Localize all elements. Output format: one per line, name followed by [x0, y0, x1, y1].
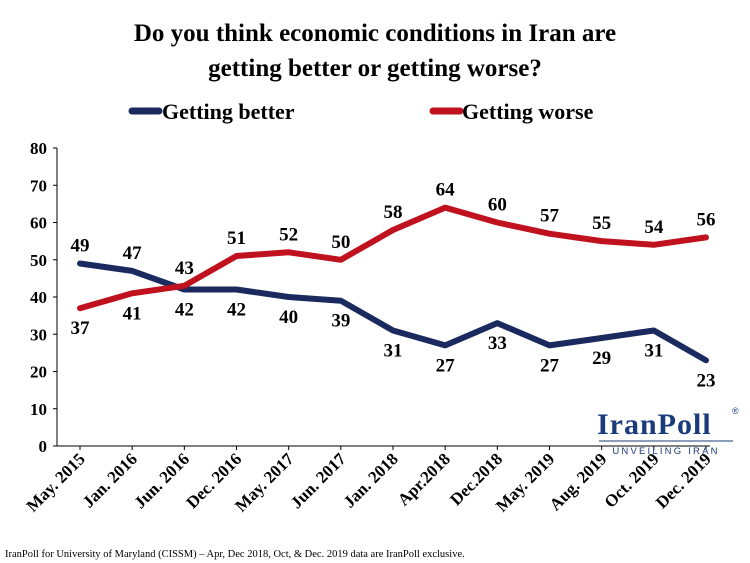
- data-label-getting-better: 33: [488, 333, 507, 354]
- legend-label-getting-better: Getting better: [162, 99, 295, 124]
- series-line-getting-worse: [77, 204, 709, 312]
- data-label-getting-worse: 50: [331, 232, 350, 253]
- legend-label-getting-worse: Getting worse: [462, 99, 594, 124]
- data-label-getting-better: 31: [644, 341, 663, 362]
- x-tick-label: Aug. 2019: [546, 449, 611, 514]
- data-label-getting-better: 47: [123, 243, 143, 264]
- y-tick-label: 40: [30, 288, 47, 307]
- y-tick-label: 50: [30, 251, 47, 270]
- footnote: IranPoll for University of Maryland (CIS…: [5, 549, 465, 560]
- x-tick-label: May. 2015: [23, 449, 89, 515]
- iranpoll-logo: IranPoll ® UNVEILING IRAN: [597, 406, 739, 457]
- data-label-getting-worse: 41: [123, 303, 142, 324]
- data-label-getting-worse: 52: [279, 224, 298, 245]
- data-label-getting-better: 29: [592, 348, 611, 369]
- logo-wordmark: IranPoll: [597, 408, 712, 441]
- data-label-getting-better: 42: [227, 300, 246, 321]
- data-label-getting-worse: 54: [644, 217, 664, 238]
- y-tick-label: 10: [30, 400, 47, 419]
- y-tick-label: 30: [30, 325, 47, 344]
- y-axis: 0 10 20 30 40 50 60 70 80: [30, 139, 58, 456]
- data-label-getting-better: 27: [436, 355, 456, 376]
- data-label-getting-better: 27: [540, 355, 560, 376]
- data-label-getting-worse: 37: [71, 318, 91, 339]
- data-labels: 49 47 42 42 40 39 31 27 33 27 29 31 23 37 41 43 51 52 50 58…: [71, 180, 716, 392]
- data-label-getting-better: 39: [331, 311, 350, 332]
- y-tick-label: 70: [30, 176, 47, 195]
- x-tick-label: Oct. 2019: [600, 449, 662, 511]
- data-label-getting-worse: 64: [436, 180, 456, 201]
- data-label-getting-better: 42: [175, 300, 194, 321]
- x-tick-label: Dec. 2019: [652, 449, 715, 512]
- x-tick-label: Apr.2018: [394, 449, 454, 509]
- data-label-getting-better: 40: [279, 307, 298, 328]
- data-label-getting-worse: 51: [227, 228, 246, 249]
- x-tick-label: Jun. 2017: [287, 449, 350, 512]
- y-tick-label: 0: [39, 437, 48, 456]
- logo-registered-mark: ®: [732, 406, 739, 416]
- data-label-getting-worse: 60: [488, 195, 507, 216]
- series-line-getting-better: [77, 260, 709, 364]
- logo-tagline: UNVEILING IRAN: [612, 446, 719, 457]
- y-tick-label: 60: [30, 214, 47, 233]
- chart-title-line-2: getting better or getting worse?: [208, 55, 542, 82]
- y-tick-label: 20: [30, 363, 47, 382]
- data-label-getting-worse: 56: [697, 209, 716, 230]
- x-tick-label: Jan. 2018: [340, 449, 402, 511]
- data-label-getting-better: 31: [384, 341, 403, 362]
- data-label-getting-worse: 55: [592, 213, 611, 234]
- data-label-getting-worse: 57: [540, 206, 560, 227]
- data-label-getting-better: 23: [697, 370, 716, 391]
- x-tick-label: Jan. 2016: [79, 449, 141, 511]
- x-tick-label: Jun. 2016: [130, 449, 193, 512]
- data-label-getting-worse: 43: [175, 258, 194, 279]
- legend: Getting better Getting worse: [128, 99, 594, 124]
- y-tick-label: 80: [30, 139, 47, 158]
- chart-title-line-1: Do you think economic conditions in Iran…: [134, 20, 616, 47]
- data-label-getting-better: 49: [71, 235, 90, 256]
- data-label-getting-worse: 58: [384, 202, 403, 223]
- series-layer: [77, 204, 709, 364]
